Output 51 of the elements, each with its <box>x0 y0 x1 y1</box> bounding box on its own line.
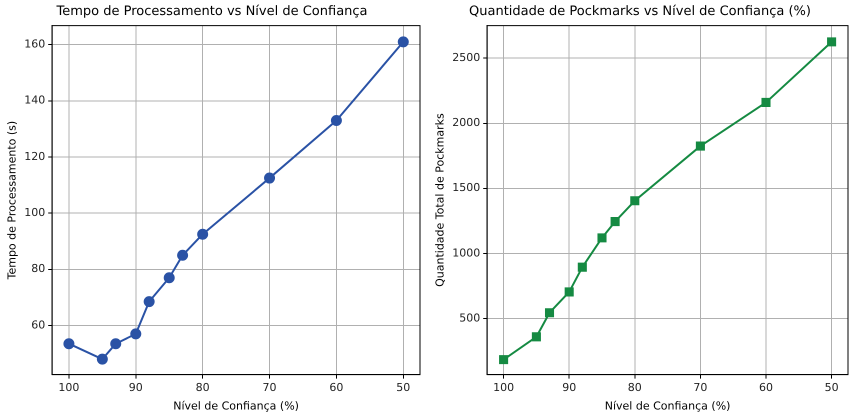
x-tick-label: 80 <box>628 381 642 394</box>
x-axis-title: Nível de Confiança (%) <box>173 399 299 412</box>
point <box>564 287 574 296</box>
chart-title: Tempo de Processamento vs Nível de Confiança <box>55 4 368 20</box>
y-tick-label: 80 <box>31 262 46 276</box>
x-tick-label: 60 <box>759 381 773 394</box>
point <box>330 115 342 126</box>
point <box>578 262 587 272</box>
point <box>177 250 188 261</box>
point <box>499 355 508 364</box>
point <box>544 308 554 318</box>
x-tick-label: 60 <box>329 381 344 394</box>
point <box>610 217 620 226</box>
point <box>63 338 74 350</box>
y-tick-label: 60 <box>31 318 46 332</box>
chart-title: Quantidade de Pockmarks vs Nível de Confiança (%) <box>469 4 811 20</box>
y-axis-title: Tempo de Processamento (s) <box>5 120 18 280</box>
x-tick-label: 70 <box>262 381 277 394</box>
point <box>130 328 142 340</box>
point <box>164 272 175 284</box>
x-tick-label: 50 <box>824 381 839 394</box>
x-tick-label: 70 <box>693 381 708 394</box>
point <box>110 338 122 350</box>
y-tick-label: 140 <box>24 94 46 107</box>
x-tick-label: 50 <box>396 381 410 394</box>
point <box>696 142 705 151</box>
y-tick-label: 2500 <box>452 51 480 64</box>
point <box>197 228 208 240</box>
point <box>144 296 155 308</box>
point <box>597 233 607 242</box>
point <box>630 196 640 206</box>
y-tick-label: 100 <box>24 206 46 220</box>
x-tick-label: 80 <box>196 381 210 394</box>
x-tick-label: 100 <box>493 381 514 394</box>
y-tick-label: 500 <box>459 311 480 324</box>
x-axis-title: Nível de Confiança (%) <box>604 399 730 412</box>
point <box>398 36 409 48</box>
x-tick-label: 100 <box>58 381 80 394</box>
y-tick-label: 2000 <box>452 116 480 130</box>
point <box>532 332 541 342</box>
point <box>827 37 836 46</box>
y-axis-title: Quantidade Total de Pockmarks <box>433 113 446 287</box>
point <box>761 98 771 107</box>
point <box>96 354 108 365</box>
y-tick-label: 1000 <box>452 246 480 260</box>
y-tick-label: 120 <box>24 150 46 163</box>
y-tick-label: 160 <box>24 38 46 51</box>
x-tick-label: 90 <box>128 381 143 394</box>
x-tick-label: 90 <box>562 381 576 394</box>
y-tick-label: 1500 <box>452 181 480 194</box>
point <box>264 172 276 184</box>
